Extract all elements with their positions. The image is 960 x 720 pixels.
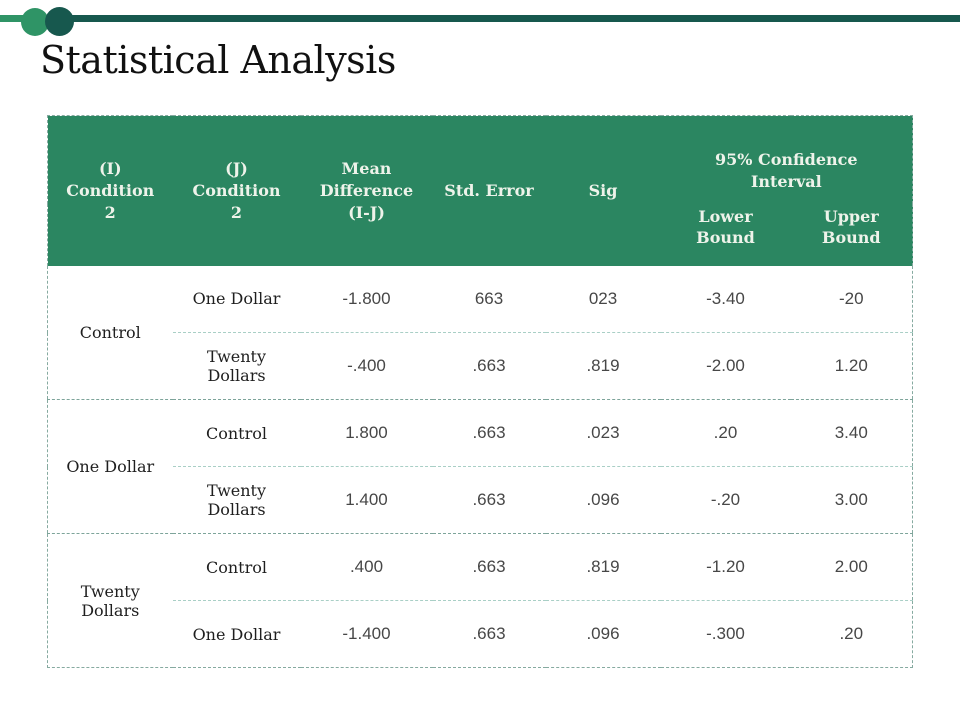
cell-lower-bound: .20 — [660, 399, 791, 467]
table-row: Twenty Dollars -.400 .663 .819 -2.00 1.2… — [48, 332, 913, 400]
column-header-mean-difference: Mean Difference (I-J) — [300, 115, 433, 266]
column-header-sig: Sig — [545, 115, 661, 266]
column-header-upper-bound: Upper Bound — [790, 203, 913, 266]
cell-upper-bound: 1.20 — [790, 332, 913, 400]
cell-j-condition: Control — [172, 399, 301, 467]
cell-mean-difference: -1.400 — [300, 600, 433, 668]
table-row: Twenty Dollars 1.400 .663 .096 -.20 3.00 — [48, 466, 913, 534]
table-row: One Dollar Control 1.800 .663 .023 .20 3… — [47, 399, 913, 534]
cell-upper-bound: 2.00 — [790, 533, 913, 601]
cell-upper-bound: 3.40 — [790, 399, 913, 467]
row-group-label-twenty-dollars: Twenty Dollars — [47, 533, 173, 668]
cell-sig: 023 — [545, 265, 661, 333]
cell-mean-difference: -.400 — [300, 332, 433, 400]
statistical-analysis-table: (I) Condition 2 (J) Condition 2 Mean Dif… — [47, 115, 914, 668]
cell-upper-bound: 3.00 — [790, 466, 913, 534]
column-header-i-condition: (I) Condition 2 — [47, 115, 173, 266]
cell-sig: .819 — [545, 332, 661, 400]
cell-lower-bound: -.300 — [660, 600, 791, 668]
cell-sig: .023 — [545, 399, 661, 467]
table-row: Control One Dollar -1.800 663 023 -3.40 … — [47, 265, 913, 400]
cell-upper-bound: -20 — [790, 265, 913, 333]
cell-sig: .819 — [545, 533, 661, 601]
cell-lower-bound: -2.00 — [660, 332, 791, 400]
cell-mean-difference: 1.800 — [300, 399, 433, 467]
row-group-label-control: Control — [47, 265, 173, 400]
table-row: Twenty Dollars Control .400 .663 .819 -1… — [47, 533, 913, 668]
cell-mean-difference: .400 — [300, 533, 433, 601]
table-header: (I) Condition 2 (J) Condition 2 Mean Dif… — [47, 115, 913, 266]
cell-lower-bound: -1.20 — [660, 533, 791, 601]
cell-std-error: .663 — [432, 332, 546, 400]
table-body: Control One Dollar -1.800 663 023 -3.40 … — [47, 265, 913, 668]
cell-std-error: .663 — [432, 600, 546, 668]
cell-lower-bound: -3.40 — [660, 265, 791, 333]
column-header-std-error: Std. Error — [432, 115, 546, 266]
page-title: Statistical Analysis — [40, 38, 396, 82]
cell-j-condition: One Dollar — [172, 600, 301, 668]
cell-std-error: .663 — [432, 399, 546, 467]
table-row: One Dollar -1.400 .663 .096 -.300 .20 — [48, 600, 913, 668]
cell-lower-bound: -.20 — [660, 466, 791, 534]
cell-std-error: .663 — [432, 466, 546, 534]
decoration-circle-dark — [45, 7, 74, 36]
decoration-line — [30, 15, 960, 22]
cell-sig: .096 — [545, 600, 661, 668]
column-header-lower-bound: Lower Bound — [660, 203, 791, 266]
cell-std-error: 663 — [432, 265, 546, 333]
cell-j-condition: Twenty Dollars — [172, 332, 301, 400]
cell-mean-difference: 1.400 — [300, 466, 433, 534]
column-header-confidence-interval: 95% Confidence Interval — [660, 115, 913, 204]
cell-std-error: .663 — [432, 533, 546, 601]
cell-mean-difference: -1.800 — [300, 265, 433, 333]
column-header-j-condition: (J) Condition 2 — [172, 115, 301, 266]
cell-upper-bound: .20 — [790, 600, 913, 668]
cell-sig: .096 — [545, 466, 661, 534]
cell-j-condition: Control — [172, 533, 301, 601]
cell-j-condition: One Dollar — [172, 265, 301, 333]
decoration-circle-light — [21, 8, 49, 36]
row-group-label-one-dollar: One Dollar — [47, 399, 173, 534]
cell-j-condition: Twenty Dollars — [172, 466, 301, 534]
